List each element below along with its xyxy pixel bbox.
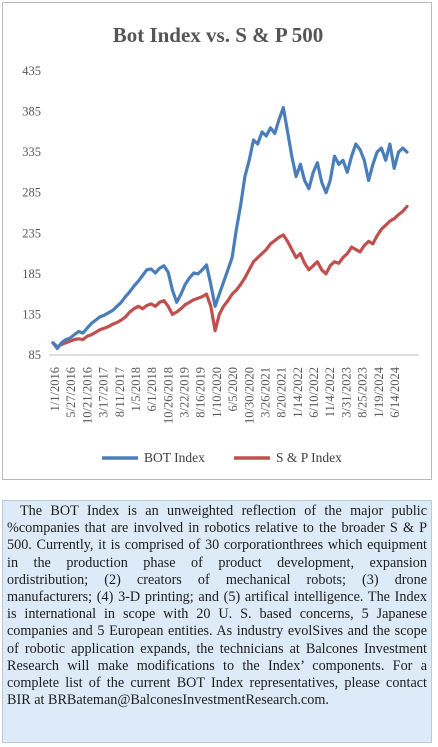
x-tick-label: 6/5/2020 — [226, 367, 240, 411]
y-tick-label: 335 — [22, 145, 41, 159]
description-box: The BOT Index is an unweighted reflectio… — [2, 500, 432, 743]
x-tick-label: 3/26/2021 — [258, 367, 272, 418]
legend-bot-index-label: BOT Index — [144, 450, 205, 465]
x-tick-label: 10/21/2016 — [80, 367, 94, 424]
x-tick-label: 11/4/2022 — [323, 367, 337, 417]
x-tick-label: 5/27/2016 — [64, 367, 78, 418]
legend-sp-index-label: S & P Index — [276, 450, 342, 465]
x-tick-label: 8/20/2021 — [275, 367, 289, 418]
x-tick-label: 3/22/2019 — [178, 367, 192, 418]
description-text: The BOT Index is an unweighted reflectio… — [7, 503, 427, 709]
y-tick-label: 235 — [22, 226, 41, 240]
y-tick-label: 285 — [22, 186, 41, 200]
y-tick-label: 135 — [22, 307, 41, 321]
y-tick-label: 435 — [22, 64, 41, 78]
x-tick-label: 6/10/2022 — [307, 367, 321, 418]
line-chart: 85 135 185 235 285 335 385 435 1/1/2016 5/27/2016… — [22, 64, 419, 465]
bot-index-line — [51, 105, 409, 351]
x-tick-label: 8/16/2019 — [194, 367, 208, 418]
x-tick-label: 3/31/2023 — [339, 367, 353, 418]
x-tick-label: 1/19/2024 — [372, 366, 386, 417]
x-tick-label: 6/14/2024 — [388, 366, 402, 417]
x-tick-label: 8/25/2023 — [356, 367, 370, 418]
x-tick-label: 1/14/2022 — [291, 367, 305, 418]
y-tick-label: 85 — [29, 348, 42, 362]
x-tick-label: 1/1/2016 — [48, 367, 62, 411]
x-tick-label: 10/26/2018 — [161, 367, 175, 424]
sp-index-line — [51, 204, 409, 349]
chart-title: Bot Index vs. S & P 500 — [112, 23, 324, 47]
y-tick-label: 185 — [22, 267, 41, 281]
x-tick-label: 8/11/2017 — [113, 367, 127, 417]
y-tick-label: 385 — [22, 105, 41, 119]
x-tick-label: 10/30/2020 — [242, 367, 256, 424]
x-tick-label: 3/17/2017 — [97, 367, 111, 418]
x-tick-label: 1/5/2018 — [129, 367, 143, 411]
chart-frame: Bot Index vs. S & P 500 85 135 185 235 285 33… — [2, 2, 432, 480]
x-tick-label: 1/10/2020 — [210, 367, 224, 418]
x-tick-label: 6/1/2018 — [145, 367, 159, 411]
